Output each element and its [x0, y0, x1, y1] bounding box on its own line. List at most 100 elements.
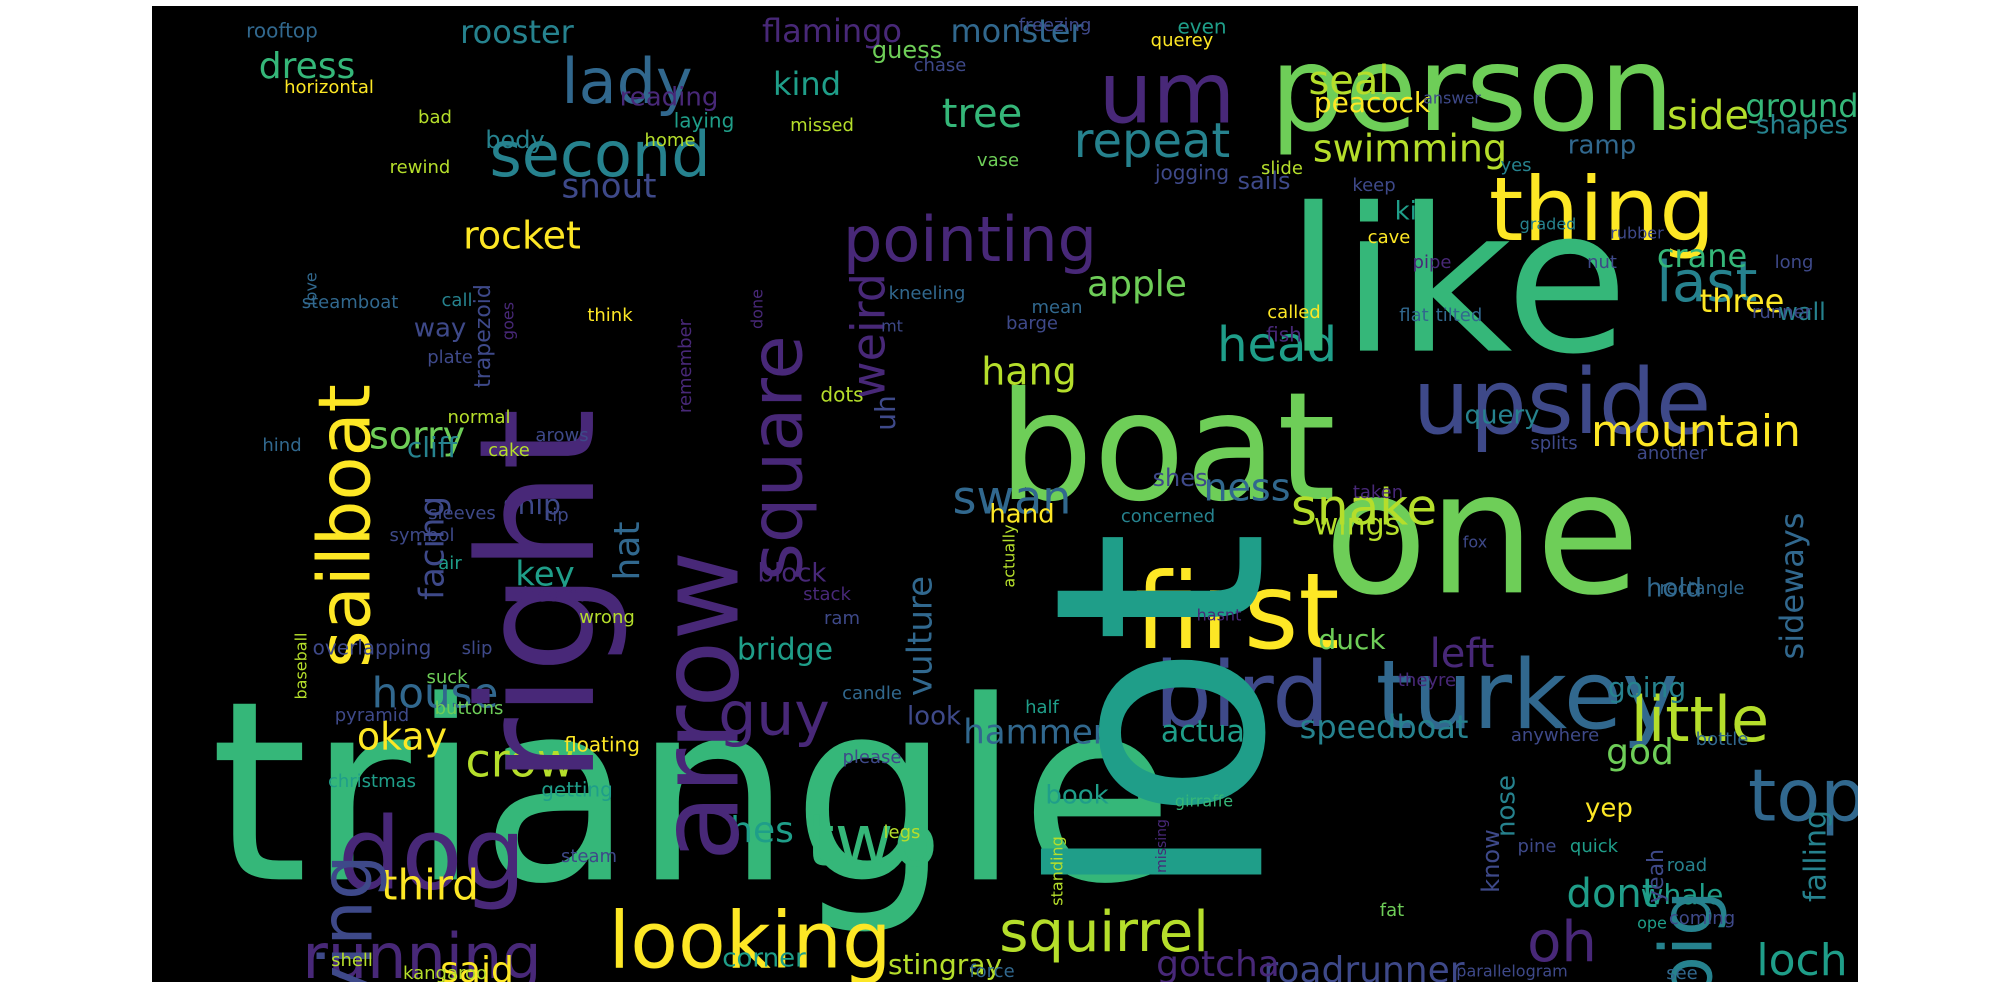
word-barge: barge	[1006, 313, 1058, 334]
word-yep: yep	[1585, 794, 1633, 824]
word-square: square	[735, 335, 819, 580]
word-look: look	[907, 702, 961, 732]
word-suck: suck	[426, 667, 468, 688]
word-overlapping: overlapping	[313, 636, 432, 660]
word-air: air	[438, 553, 462, 574]
word-answer: answer	[1423, 89, 1481, 108]
word-tree: tree	[942, 91, 1022, 137]
word-first: first	[1134, 551, 1339, 673]
word-upside: upside	[1413, 350, 1712, 455]
word-taken: taken	[1353, 482, 1403, 503]
word-whale: whale	[1641, 878, 1724, 911]
word-duck: duck	[1318, 623, 1386, 656]
word-christmas: christmas	[328, 771, 416, 792]
word-road: road	[1667, 855, 1707, 876]
word-two: two	[806, 799, 937, 883]
word-kind: kind	[773, 65, 841, 103]
word-ground: ground	[1745, 87, 1858, 125]
word-hand: hand	[989, 500, 1054, 530]
word-gotcha: gotcha	[1156, 944, 1280, 982]
word-pine: pine	[1518, 836, 1557, 857]
word-baseball: baseball	[292, 633, 311, 700]
word-rooster: rooster	[460, 13, 575, 51]
word-laying: laying	[674, 109, 735, 133]
word-girraffe: girraffe	[1175, 792, 1233, 811]
word-sideways: sideways	[1773, 513, 1811, 660]
word-home: home	[644, 130, 695, 151]
word-hold: hold	[1646, 574, 1702, 604]
word-key: key	[515, 555, 575, 595]
word-oh: oh	[1527, 910, 1597, 975]
word-vulture: vulture	[901, 576, 941, 696]
word-body: body	[485, 126, 544, 154]
word-running: running	[302, 920, 541, 982]
word-rewind: rewind	[390, 157, 451, 178]
word-kangaroo: kangaroo	[403, 963, 487, 982]
word-third: third	[381, 861, 479, 910]
word-hind: hind	[262, 435, 301, 456]
word-coming: coming	[1669, 908, 1735, 929]
word-side: side	[1667, 93, 1749, 139]
word-rectangle: rectangle	[1660, 578, 1745, 599]
word-bottle: bottle	[1696, 729, 1749, 750]
word-tip: tip	[545, 505, 568, 526]
word-querey: querey	[1151, 30, 1214, 51]
word-tilted: tilted	[1436, 305, 1483, 326]
word-block: block	[758, 559, 827, 589]
word-repeat: repeat	[1074, 113, 1230, 169]
word-flat: flat	[1399, 305, 1428, 326]
word-call: call	[442, 290, 473, 311]
word-shapes: shapes	[1756, 111, 1848, 141]
word-pyramid: pyramid	[335, 705, 409, 726]
word-bird: bird	[1155, 643, 1330, 748]
word-one: one	[1324, 435, 1640, 633]
word-horizontal: horizontal	[284, 77, 374, 98]
word-hes: hes	[730, 810, 794, 851]
word-going: going	[1608, 671, 1686, 704]
word-yes: yes	[1500, 155, 1531, 176]
word-weird: weird	[842, 273, 896, 399]
word-sorry: sorry	[369, 414, 465, 458]
word-pipe: pipe	[1413, 252, 1452, 273]
word-boat: boat	[998, 361, 1336, 535]
word-uh: uh	[869, 395, 902, 431]
word-stingray: stingray	[888, 948, 1002, 981]
word-speedboat: speedboat	[1300, 708, 1469, 746]
word-wall: wall	[1778, 298, 1826, 326]
word-cliff: cliff	[407, 431, 458, 464]
word-ope: ope	[1637, 914, 1667, 933]
word-facing: facing	[413, 496, 453, 600]
word-symbol: symbol	[389, 525, 454, 546]
word-sailboat: sailboat	[303, 384, 387, 668]
word-wrong: wrong	[579, 607, 635, 628]
word-like: like	[1286, 166, 1629, 399]
word-shes: shes	[1153, 464, 1208, 492]
word-reading: reading	[620, 83, 719, 113]
word-lady: lady	[561, 45, 692, 118]
word-peacock: peacock	[1314, 86, 1431, 119]
word-plate: plate	[427, 347, 473, 368]
word-think: think	[587, 305, 633, 326]
word-missing: missing	[1154, 819, 1170, 873]
word-yeah: yeah	[1644, 849, 1669, 903]
word-buttons: buttons	[435, 698, 504, 719]
word-hasnt: hasnt	[1197, 606, 1242, 625]
word-crow: crow	[466, 734, 575, 788]
word-dots: dots	[820, 383, 863, 407]
word-getting: getting	[541, 778, 613, 802]
word-trapezoid: trapezoid	[471, 284, 496, 388]
word-fish: fish	[1266, 323, 1302, 347]
word-concerned: concerned	[1121, 506, 1215, 527]
word-even: even	[1177, 15, 1226, 39]
word-long: long	[1775, 252, 1814, 273]
word-lot: lot	[993, 530, 1330, 902]
word-chevron: chevron	[512, 583, 593, 607]
word-top: top	[1748, 754, 1858, 838]
word-arows: arows	[535, 425, 588, 446]
word-nut: nut	[1587, 252, 1617, 273]
word-goes: goes	[499, 302, 518, 340]
word-know: know	[1477, 829, 1505, 892]
word-seal: seal	[1308, 58, 1389, 104]
word-sails: sails	[1237, 167, 1290, 195]
